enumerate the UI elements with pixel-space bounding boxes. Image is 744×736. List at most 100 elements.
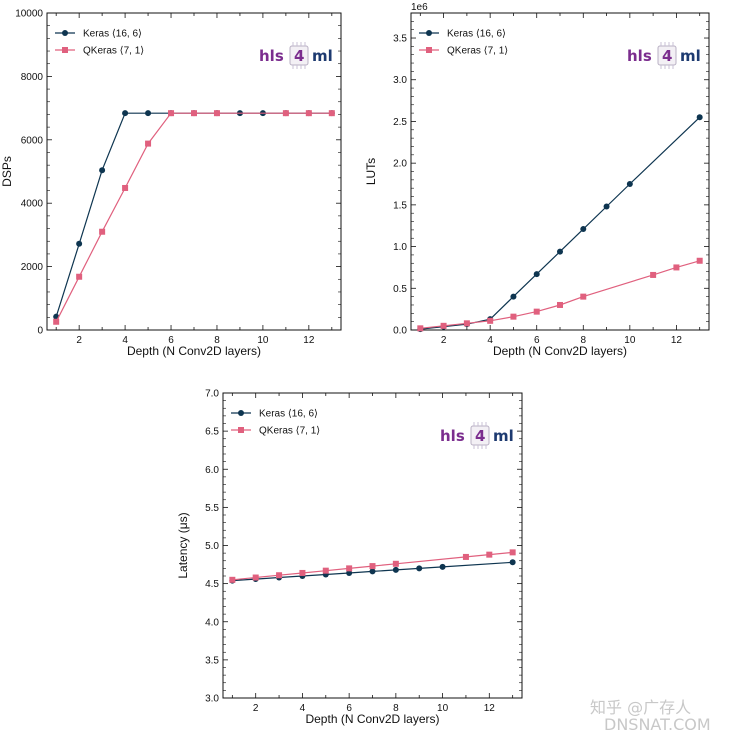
data-point bbox=[168, 110, 175, 117]
chart-lut: 2 4 6 8 10 12 0.0 0.5 1.0 1.5 2.0 2.5 3.0 3.5 1e6 Depth… bbox=[364, 2, 710, 358]
chart-latency: 2 4 6 8 10 12 3.0 3.5 4.0 4.5 5.0 5.5 6.0 6.5 7.0 Depth… bbox=[176, 389, 523, 726]
series-qkeras bbox=[53, 110, 335, 325]
x-tick-label: 12 bbox=[484, 703, 496, 714]
y-tick-label: 6.5 bbox=[205, 427, 219, 438]
x-tick-label: 12 bbox=[303, 335, 315, 346]
data-point bbox=[145, 140, 152, 147]
data-point bbox=[487, 317, 494, 324]
logo-text-left: hls bbox=[627, 47, 652, 65]
data-point bbox=[557, 248, 563, 255]
x-tick-label: 12 bbox=[671, 335, 683, 346]
data-point bbox=[416, 565, 423, 572]
logo-text-box: 4 bbox=[475, 427, 485, 445]
data-point bbox=[76, 240, 83, 247]
x-tick-label: 6 bbox=[346, 703, 352, 714]
hls4ml-logo: hls 4 ml bbox=[259, 42, 333, 69]
logo-text-box: 4 bbox=[662, 47, 672, 65]
legend: Keras ⟨16, 6⟩ QKeras ⟨7, 1⟩ bbox=[419, 29, 508, 57]
data-point bbox=[392, 566, 399, 573]
data-point bbox=[299, 569, 306, 576]
data-point bbox=[229, 576, 236, 583]
x-tick-label: 2 bbox=[76, 335, 82, 346]
y-tick-label: 1.0 bbox=[393, 242, 407, 253]
y-tick-label: 7.0 bbox=[205, 389, 219, 400]
series-line bbox=[55, 112, 332, 317]
legend-marker bbox=[62, 30, 68, 36]
y-axis-label: Latency (μs) bbox=[176, 512, 190, 578]
chart-dsp: 2 4 6 8 10 12 0 2000 4000 6000 8000 10000 Depth (N C… bbox=[0, 9, 342, 358]
logo-text-box: 4 bbox=[294, 47, 304, 65]
x-tick-label: 8 bbox=[393, 703, 399, 714]
y-tick-label: 2.5 bbox=[393, 117, 407, 128]
data-point bbox=[346, 569, 353, 576]
y-tick-label: 3.5 bbox=[393, 34, 407, 45]
data-point bbox=[509, 549, 516, 556]
y-axis-label: LUTs bbox=[364, 158, 378, 185]
data-point bbox=[252, 574, 259, 581]
data-point bbox=[305, 110, 312, 117]
x-tick-label: 2 bbox=[441, 335, 447, 346]
series-line bbox=[420, 260, 700, 329]
data-point bbox=[328, 110, 335, 117]
data-point bbox=[439, 563, 446, 570]
data-point bbox=[440, 322, 447, 329]
y-tick-label: 6000 bbox=[21, 135, 44, 146]
y-scale-label: 1e6 bbox=[411, 2, 428, 13]
legend-label: Keras ⟨16, 6⟩ bbox=[447, 29, 506, 40]
y-tick-label: 0.5 bbox=[393, 284, 407, 295]
y-tick-label: 0.0 bbox=[393, 326, 407, 337]
data-point bbox=[99, 167, 106, 174]
legend-label: QKeras ⟨7, 1⟩ bbox=[83, 46, 144, 57]
y-tick-label: 3.0 bbox=[205, 694, 219, 705]
legend-marker bbox=[426, 30, 432, 36]
x-tick-label: 8 bbox=[214, 335, 220, 346]
series-keras bbox=[53, 110, 335, 320]
watermark-text: 知乎 @广存人 bbox=[590, 698, 691, 717]
data-point bbox=[99, 228, 106, 235]
data-point bbox=[322, 567, 329, 574]
chip-icon bbox=[289, 45, 309, 66]
x-tick-label: 4 bbox=[122, 335, 128, 346]
y-tick-label: 4000 bbox=[21, 199, 44, 210]
series-line bbox=[420, 116, 701, 330]
y-tick-label: 3.5 bbox=[205, 655, 219, 666]
x-tick-label: 2 bbox=[253, 703, 259, 714]
y-tick-label: 2000 bbox=[21, 262, 44, 273]
data-point bbox=[580, 226, 587, 233]
data-point bbox=[145, 110, 152, 117]
data-point bbox=[603, 203, 610, 210]
legend: Keras ⟨16, 6⟩ QKeras ⟨7, 1⟩ bbox=[55, 29, 144, 57]
y-tick-label: 5.0 bbox=[205, 541, 219, 552]
logo-text-right: ml bbox=[312, 47, 333, 65]
data-point bbox=[282, 110, 289, 117]
y-tick-label: 8000 bbox=[21, 72, 44, 83]
y-tick-label: 4.0 bbox=[205, 617, 219, 628]
data-point bbox=[580, 293, 587, 300]
x-axis-label: Depth (N Conv2D layers) bbox=[493, 344, 627, 358]
legend-label: Keras ⟨16, 6⟩ bbox=[83, 29, 142, 40]
y-tick-label: 3.0 bbox=[393, 75, 407, 86]
x-tick-label: 6 bbox=[168, 335, 174, 346]
x-tick-label: 4 bbox=[300, 703, 306, 714]
data-point bbox=[696, 114, 703, 121]
data-point bbox=[486, 551, 493, 558]
y-axis-label: DSPs bbox=[0, 156, 14, 187]
data-point bbox=[122, 184, 129, 191]
y-tick-label: 6.0 bbox=[205, 465, 219, 476]
hls4ml-logo: hls 4 ml bbox=[627, 42, 701, 69]
y-tick-label: 5.5 bbox=[205, 503, 219, 514]
data-point bbox=[673, 264, 680, 271]
x-tick-label: 10 bbox=[437, 703, 449, 714]
series-keras bbox=[229, 559, 516, 584]
data-point bbox=[369, 568, 376, 575]
data-point bbox=[276, 572, 283, 579]
x-axis-label: Depth (N Conv2D layers) bbox=[127, 344, 261, 358]
legend-marker bbox=[426, 47, 432, 53]
y-tick-label: 1.5 bbox=[393, 200, 407, 211]
y-tick-label: 10000 bbox=[15, 9, 43, 20]
data-point bbox=[509, 559, 516, 566]
legend: Keras ⟨16, 6⟩ QKeras ⟨7, 1⟩ bbox=[231, 409, 320, 437]
data-point bbox=[626, 181, 633, 188]
chip-icon bbox=[470, 425, 490, 446]
